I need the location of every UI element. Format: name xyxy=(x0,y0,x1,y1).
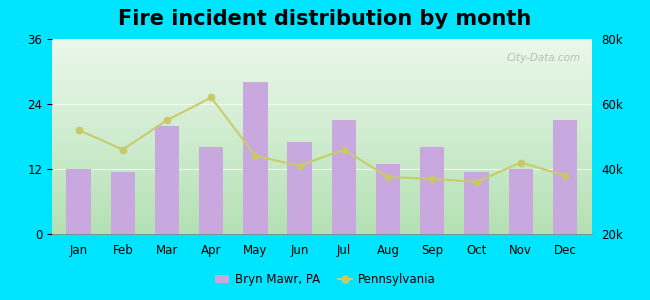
Bar xyxy=(287,142,312,234)
Bar xyxy=(243,82,268,234)
Text: City-Data.com: City-Data.com xyxy=(506,52,580,63)
Bar xyxy=(332,120,356,234)
Bar xyxy=(111,172,135,234)
Bar xyxy=(552,120,577,234)
Bar xyxy=(376,164,400,234)
Bar xyxy=(199,147,224,234)
Bar xyxy=(508,169,533,234)
Bar xyxy=(420,147,445,234)
Bar xyxy=(66,169,91,234)
Legend: Bryn Mawr, PA, Pennsylvania: Bryn Mawr, PA, Pennsylvania xyxy=(210,269,440,291)
Text: Fire incident distribution by month: Fire incident distribution by month xyxy=(118,9,532,29)
Bar xyxy=(155,126,179,234)
Bar xyxy=(464,172,489,234)
